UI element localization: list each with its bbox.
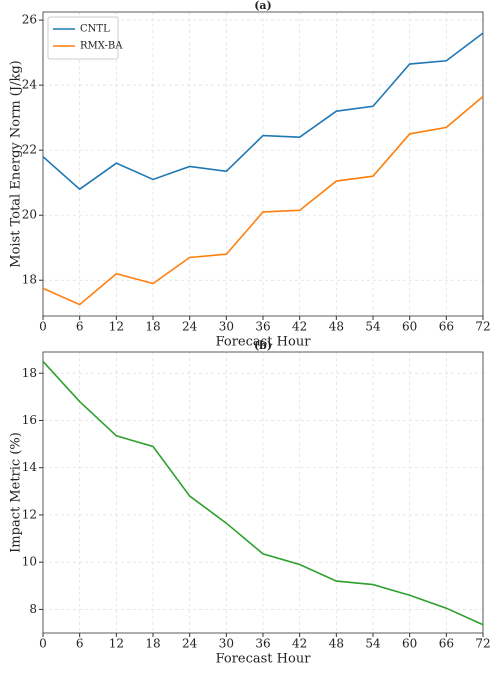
- y-tick-label: 8: [29, 602, 37, 616]
- x-axis-label: Forecast Hour: [216, 652, 312, 667]
- x-tick-label: 18: [145, 320, 160, 334]
- x-tick-label: 0: [39, 320, 47, 334]
- x-tick-label: 0: [39, 637, 47, 651]
- x-tick-label: 54: [365, 637, 381, 651]
- y-tick-label: 18: [22, 366, 37, 380]
- legend-box: [47, 16, 119, 60]
- y-tick-label: 16: [22, 413, 37, 427]
- legend-label: CNTL: [80, 24, 110, 35]
- x-tick-label: 30: [219, 320, 234, 334]
- y-tick-label: 22: [22, 143, 37, 157]
- x-tick-label: 12: [109, 637, 124, 651]
- x-axis-label: Forecast Hour: [216, 335, 312, 350]
- x-tick-label: 18: [145, 637, 160, 651]
- y-tick-label: 14: [22, 460, 38, 474]
- x-tick-label: 72: [475, 320, 490, 334]
- x-tick-label: 48: [329, 320, 344, 334]
- x-tick-label: 36: [255, 637, 270, 651]
- x-tick-label: 54: [365, 320, 381, 334]
- line: [42, 95, 484, 306]
- x-tick-label: 6: [76, 320, 84, 334]
- y-tick-label: 18: [22, 273, 37, 287]
- plot-frame: [42, 11, 484, 317]
- y-tick-label: 20: [22, 208, 37, 222]
- x-tick-label: 66: [439, 637, 454, 651]
- plot-frame: [42, 351, 484, 634]
- x-tick-label: 60: [402, 637, 417, 651]
- line: [42, 360, 484, 626]
- legend-label: RMX-BA: [80, 41, 123, 52]
- x-tick-label: 24: [182, 637, 198, 651]
- x-tick-label: 60: [402, 320, 417, 334]
- x-tick-label: 42: [292, 637, 307, 651]
- chart-title: (a): [254, 0, 272, 12]
- y-tick-label: 10: [22, 555, 37, 569]
- y-tick-label: 12: [22, 507, 37, 521]
- x-tick-label: 36: [255, 320, 270, 334]
- chart-title: (b): [254, 339, 272, 352]
- x-tick-label: 42: [292, 320, 307, 334]
- x-tick-label: 6: [76, 637, 84, 651]
- y-tick-label: 26: [22, 13, 37, 27]
- y-axis-label: Moist Total Energy Norm (J/kg): [9, 60, 24, 267]
- x-tick-label: 30: [219, 637, 234, 651]
- x-tick-label: 24: [182, 320, 198, 334]
- x-tick-label: 72: [475, 637, 490, 651]
- y-axis-label: Impact Metric (%): [9, 432, 24, 553]
- y-tick-label: 24: [22, 78, 38, 92]
- x-tick-label: 12: [109, 320, 124, 334]
- x-tick-label: 66: [439, 320, 454, 334]
- x-tick-label: 48: [329, 637, 344, 651]
- line: [42, 32, 484, 191]
